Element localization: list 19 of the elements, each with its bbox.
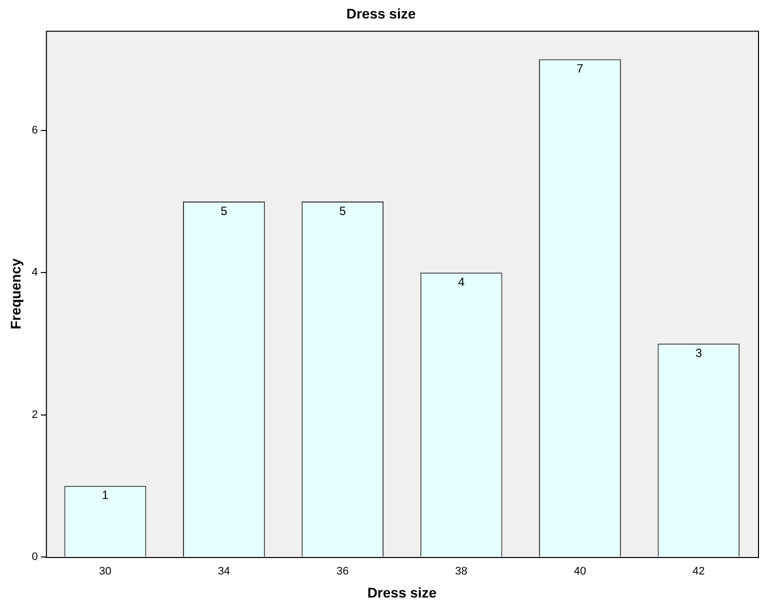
chart-title: Dress size: [346, 5, 416, 22]
y-tick-label: 0: [32, 551, 38, 564]
data-label: 3: [695, 346, 702, 360]
data-label: 5: [339, 204, 346, 218]
x-tick-label: 42: [692, 566, 705, 578]
x-tick-label: 38: [455, 566, 468, 578]
data-label: 1: [102, 488, 109, 502]
y-axis-title: Frequency: [7, 258, 24, 330]
y-tick-label: 6: [32, 124, 38, 136]
x-tick-label: 36: [336, 566, 349, 578]
data-label: 7: [576, 62, 584, 76]
data-label: 4: [458, 274, 465, 289]
x-axis-title: Dress size: [367, 584, 437, 600]
y-tick-label: 4: [32, 266, 38, 279]
x-tick-label: 34: [218, 566, 230, 578]
x-tick-label: 40: [574, 566, 586, 578]
y-tick-label: 2: [32, 408, 38, 421]
data-label: 5: [220, 204, 228, 218]
x-tick-label: 30: [99, 566, 112, 578]
